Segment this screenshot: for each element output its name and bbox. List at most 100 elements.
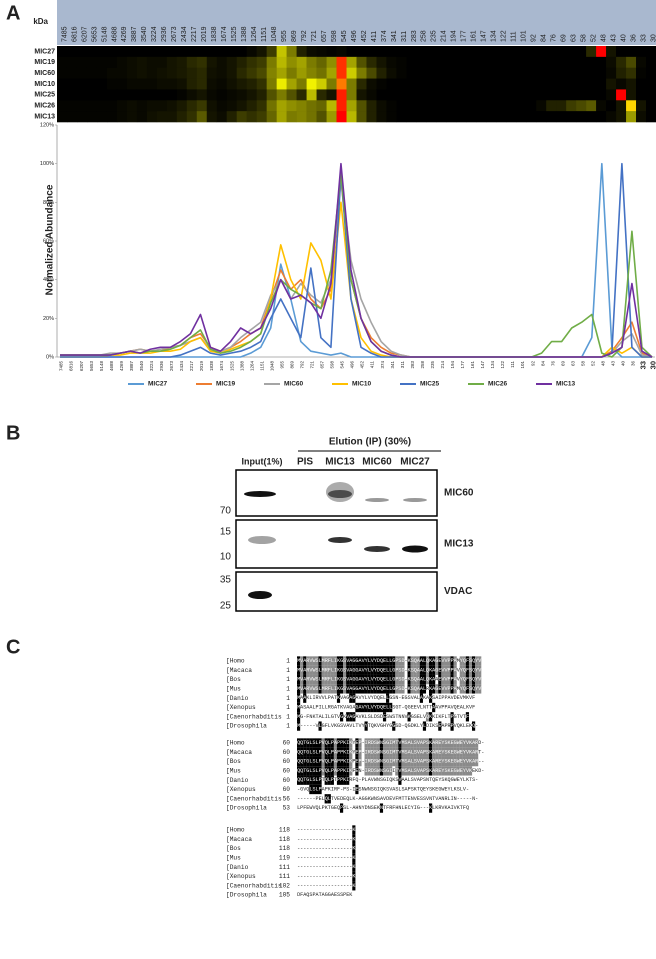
residue: L [423,668,426,674]
residue: Q [300,768,303,774]
heatmap-cell [336,46,347,58]
conservation-shade [453,738,457,748]
conservation-shade [318,665,322,675]
residue: A [420,686,424,692]
residue: K [349,759,353,765]
residue: - [337,837,340,843]
residue: Y [371,696,374,702]
heatmap-row-label: MIC13 [34,113,55,120]
residue: K [352,796,356,802]
heatmap-cell [256,89,267,101]
heatmap-column-label: 598 [331,30,338,42]
residue-number: 111 [279,864,290,871]
conservation-shade [465,747,470,757]
heatmap-cell [246,56,257,69]
residue: L [386,705,389,711]
conservation-shade [379,674,384,685]
conservation-shade [416,766,420,776]
conservation-shade [355,656,359,666]
heatmap-cell [536,100,547,112]
conservation-shade [367,702,371,713]
residue: K [444,778,448,784]
species-label: [Homo [226,740,245,747]
conservation-shade [306,747,310,757]
sequence: MVARVWSLMRFLIKGSVAGGAVYLVYDQELLGPSD-KSQA… [297,686,482,692]
conservation-shade [333,665,338,675]
heatmap-cell [126,46,138,58]
conservation-shade [327,775,331,785]
residue: P [395,658,398,664]
residue: P [423,759,426,765]
conservation-shade [410,756,414,767]
residue: K [435,805,439,811]
residue: G [306,740,309,746]
heatmap-cell [206,111,218,123]
residue: S [374,759,377,765]
x-tick-label: 598 [330,361,335,369]
heatmap-cell [436,67,447,79]
heatmap-column-label: 76 [551,34,558,42]
heatmap-cell [406,100,417,112]
residue: M [297,677,300,683]
heatmap-cell [446,78,457,90]
residue: K [392,778,396,784]
x-tick-label: 2673 [169,361,174,372]
heatmap-column-label: 33 [640,34,647,42]
residue: Y [441,750,444,756]
residue: D [297,892,300,898]
mw-marker: 25 [220,601,232,612]
conservation-shade [478,656,482,666]
conservation-shade [349,766,353,776]
residue: K [438,714,442,720]
heatmap-cell [456,111,467,123]
residue: V [303,787,307,793]
heatmap-cell [586,56,597,69]
residue: V [466,768,470,774]
residue: G [355,668,358,674]
conservation-shade [404,738,408,748]
residue: L [417,696,420,702]
residue: - [312,837,315,843]
residue: T [303,778,306,784]
heatmap-cell [216,46,228,58]
residue: V [377,723,381,729]
residue: - [309,827,312,833]
residue: A [359,668,363,674]
heatmap-cell [576,111,587,123]
residue: E [451,750,454,756]
heatmap-cell [366,78,377,90]
heatmap-cell [136,89,148,101]
residue: - [334,855,337,861]
heatmap-cell [396,89,407,101]
residue: L [389,705,392,711]
conservation-shade [303,766,307,776]
heatmap-cell [366,89,377,101]
heatmap-cell [156,67,168,79]
heatmap-cell [326,100,337,112]
conservation-shade [453,766,457,776]
residue: Q [457,723,460,729]
residue: A [448,805,452,811]
residue: G [340,668,343,674]
residue: V [300,668,304,674]
heatmap-cell [286,46,297,58]
residue: K [460,723,464,729]
residue: E [411,705,414,711]
x-tick-label: 2434 [179,361,184,372]
heatmap-cell [496,89,507,101]
conservation-shade [339,665,344,675]
residue: A [432,677,436,683]
heatmap-cell [206,89,218,101]
residue: E [460,768,463,774]
conservation-shade [373,665,377,675]
residue: A [432,750,436,756]
residue: A [405,778,409,784]
conservation-shade [453,665,457,675]
residue: - [306,837,309,843]
residue: - [334,883,337,889]
x-tick-label: 30 [648,361,656,369]
heatmap-cell [356,67,367,79]
residue: A [472,740,476,746]
heatmap-cell [626,46,637,58]
residue: E [435,778,438,784]
